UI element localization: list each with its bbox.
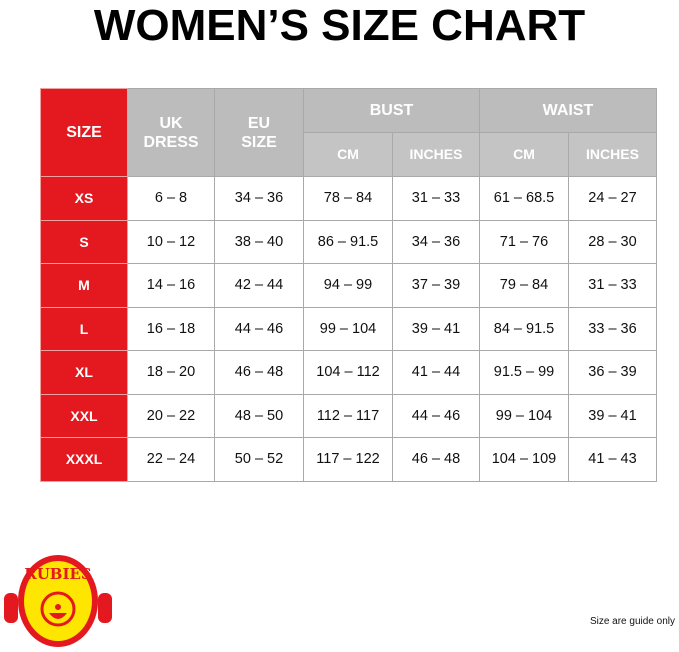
table-row: S 10 – 12 38 – 40 86 – 91.5 34 – 36 71 – 76 28…: [40, 219, 657, 264]
table-cell: 31 – 33: [568, 263, 657, 308]
table-cell: 86 – 91.5: [303, 219, 393, 264]
table-cell: 34 – 36: [392, 219, 480, 264]
table-row: M 14 – 16 42 – 44 94 – 99 37 – 39 79 – 84 31 –…: [40, 263, 657, 308]
header-bust-inches: INCHES: [392, 132, 480, 177]
size-label-cell: XS: [40, 176, 128, 221]
table-cell: 91.5 – 99: [479, 350, 569, 395]
table-row: XL 18 – 20 46 – 48 104 – 112 41 – 44 91.5 – 9…: [40, 350, 657, 395]
size-label-cell: S: [40, 219, 128, 264]
header-waist-cm: CM: [479, 132, 569, 177]
table-cell: 38 – 40: [214, 219, 304, 264]
table-row: L 16 – 18 44 – 46 99 – 104 39 – 41 84 – 91.5 3…: [40, 306, 657, 351]
size-label-cell: L: [40, 306, 128, 351]
table-cell: 34 – 36: [214, 176, 304, 221]
size-label-cell: M: [40, 263, 128, 308]
table-row: XS 6 – 8 34 – 36 78 – 84 31 – 33 61 – 68.5 24 …: [40, 176, 657, 221]
header-eu-size: EU SIZE: [214, 88, 304, 177]
header-bust: BUST: [303, 88, 480, 133]
table-cell: 31 – 33: [392, 176, 480, 221]
table-cell: 37 – 39: [392, 263, 480, 308]
header-waist: WAIST: [479, 88, 657, 133]
table-cell: 14 – 16: [127, 263, 215, 308]
table-cell: 104 – 112: [303, 350, 393, 395]
svg-text:RUBIES: RUBIES: [24, 565, 92, 583]
table-cell: 79 – 84: [479, 263, 569, 308]
table-cell: 99 – 104: [479, 393, 569, 438]
table-row: XXL 20 – 22 48 – 50 112 – 117 44 – 46 99 – 10…: [40, 393, 657, 438]
table-cell: 41 – 44: [392, 350, 480, 395]
table-cell: 44 – 46: [214, 306, 304, 351]
table-cell: 46 – 48: [214, 350, 304, 395]
table-cell: 24 – 27: [568, 176, 657, 221]
table-cell: 22 – 24: [127, 437, 215, 482]
header-size: SIZE: [40, 88, 128, 177]
table-cell: 42 – 44: [214, 263, 304, 308]
size-chart-table: SIZE UK DRESS EU SIZE BUST WAIST CM INCHES…: [40, 88, 657, 482]
size-label-cell: XXL: [40, 393, 128, 438]
table-cell: 33 – 36: [568, 306, 657, 351]
table-cell: 39 – 41: [568, 393, 657, 438]
table-cell: 117 – 122: [303, 437, 393, 482]
size-label-cell: XXXL: [40, 437, 128, 482]
table-cell: 61 – 68.5: [479, 176, 569, 221]
table-cell: 71 – 76: [479, 219, 569, 264]
table-cell: 84 – 91.5: [479, 306, 569, 351]
disclaimer-note: Size are guide only: [589, 616, 675, 627]
table-cell: 50 – 52: [214, 437, 304, 482]
rubies-logo: RUBIES: [4, 555, 112, 647]
table-cell: 104 – 109: [479, 437, 569, 482]
table-cell: 99 – 104: [303, 306, 393, 351]
header-bust-cm: CM: [303, 132, 393, 177]
table-cell: 20 – 22: [127, 393, 215, 438]
table-cell: 28 – 30: [568, 219, 657, 264]
table-cell: 44 – 46: [392, 393, 480, 438]
header-uk-dress: UK DRESS: [127, 88, 215, 177]
table-cell: 10 – 12: [127, 219, 215, 264]
table-cell: 41 – 43: [568, 437, 657, 482]
header-waist-inches: INCHES: [568, 132, 657, 177]
table-cell: 78 – 84: [303, 176, 393, 221]
table-cell: 6 – 8: [127, 176, 215, 221]
table-cell: 112 – 117: [303, 393, 393, 438]
table-cell: 36 – 39: [568, 350, 657, 395]
table-cell: 94 – 99: [303, 263, 393, 308]
size-label-cell: XL: [40, 350, 128, 395]
table-cell: 16 – 18: [127, 306, 215, 351]
table-cell: 39 – 41: [392, 306, 480, 351]
page-title: WOMEN’S SIZE CHART: [93, 1, 586, 50]
table-row: XXXL 22 – 24 50 – 52 117 – 122 46 – 48 104 – …: [40, 437, 657, 482]
table-cell: 48 – 50: [214, 393, 304, 438]
table-cell: 18 – 20: [127, 350, 215, 395]
table-cell: 46 – 48: [392, 437, 480, 482]
